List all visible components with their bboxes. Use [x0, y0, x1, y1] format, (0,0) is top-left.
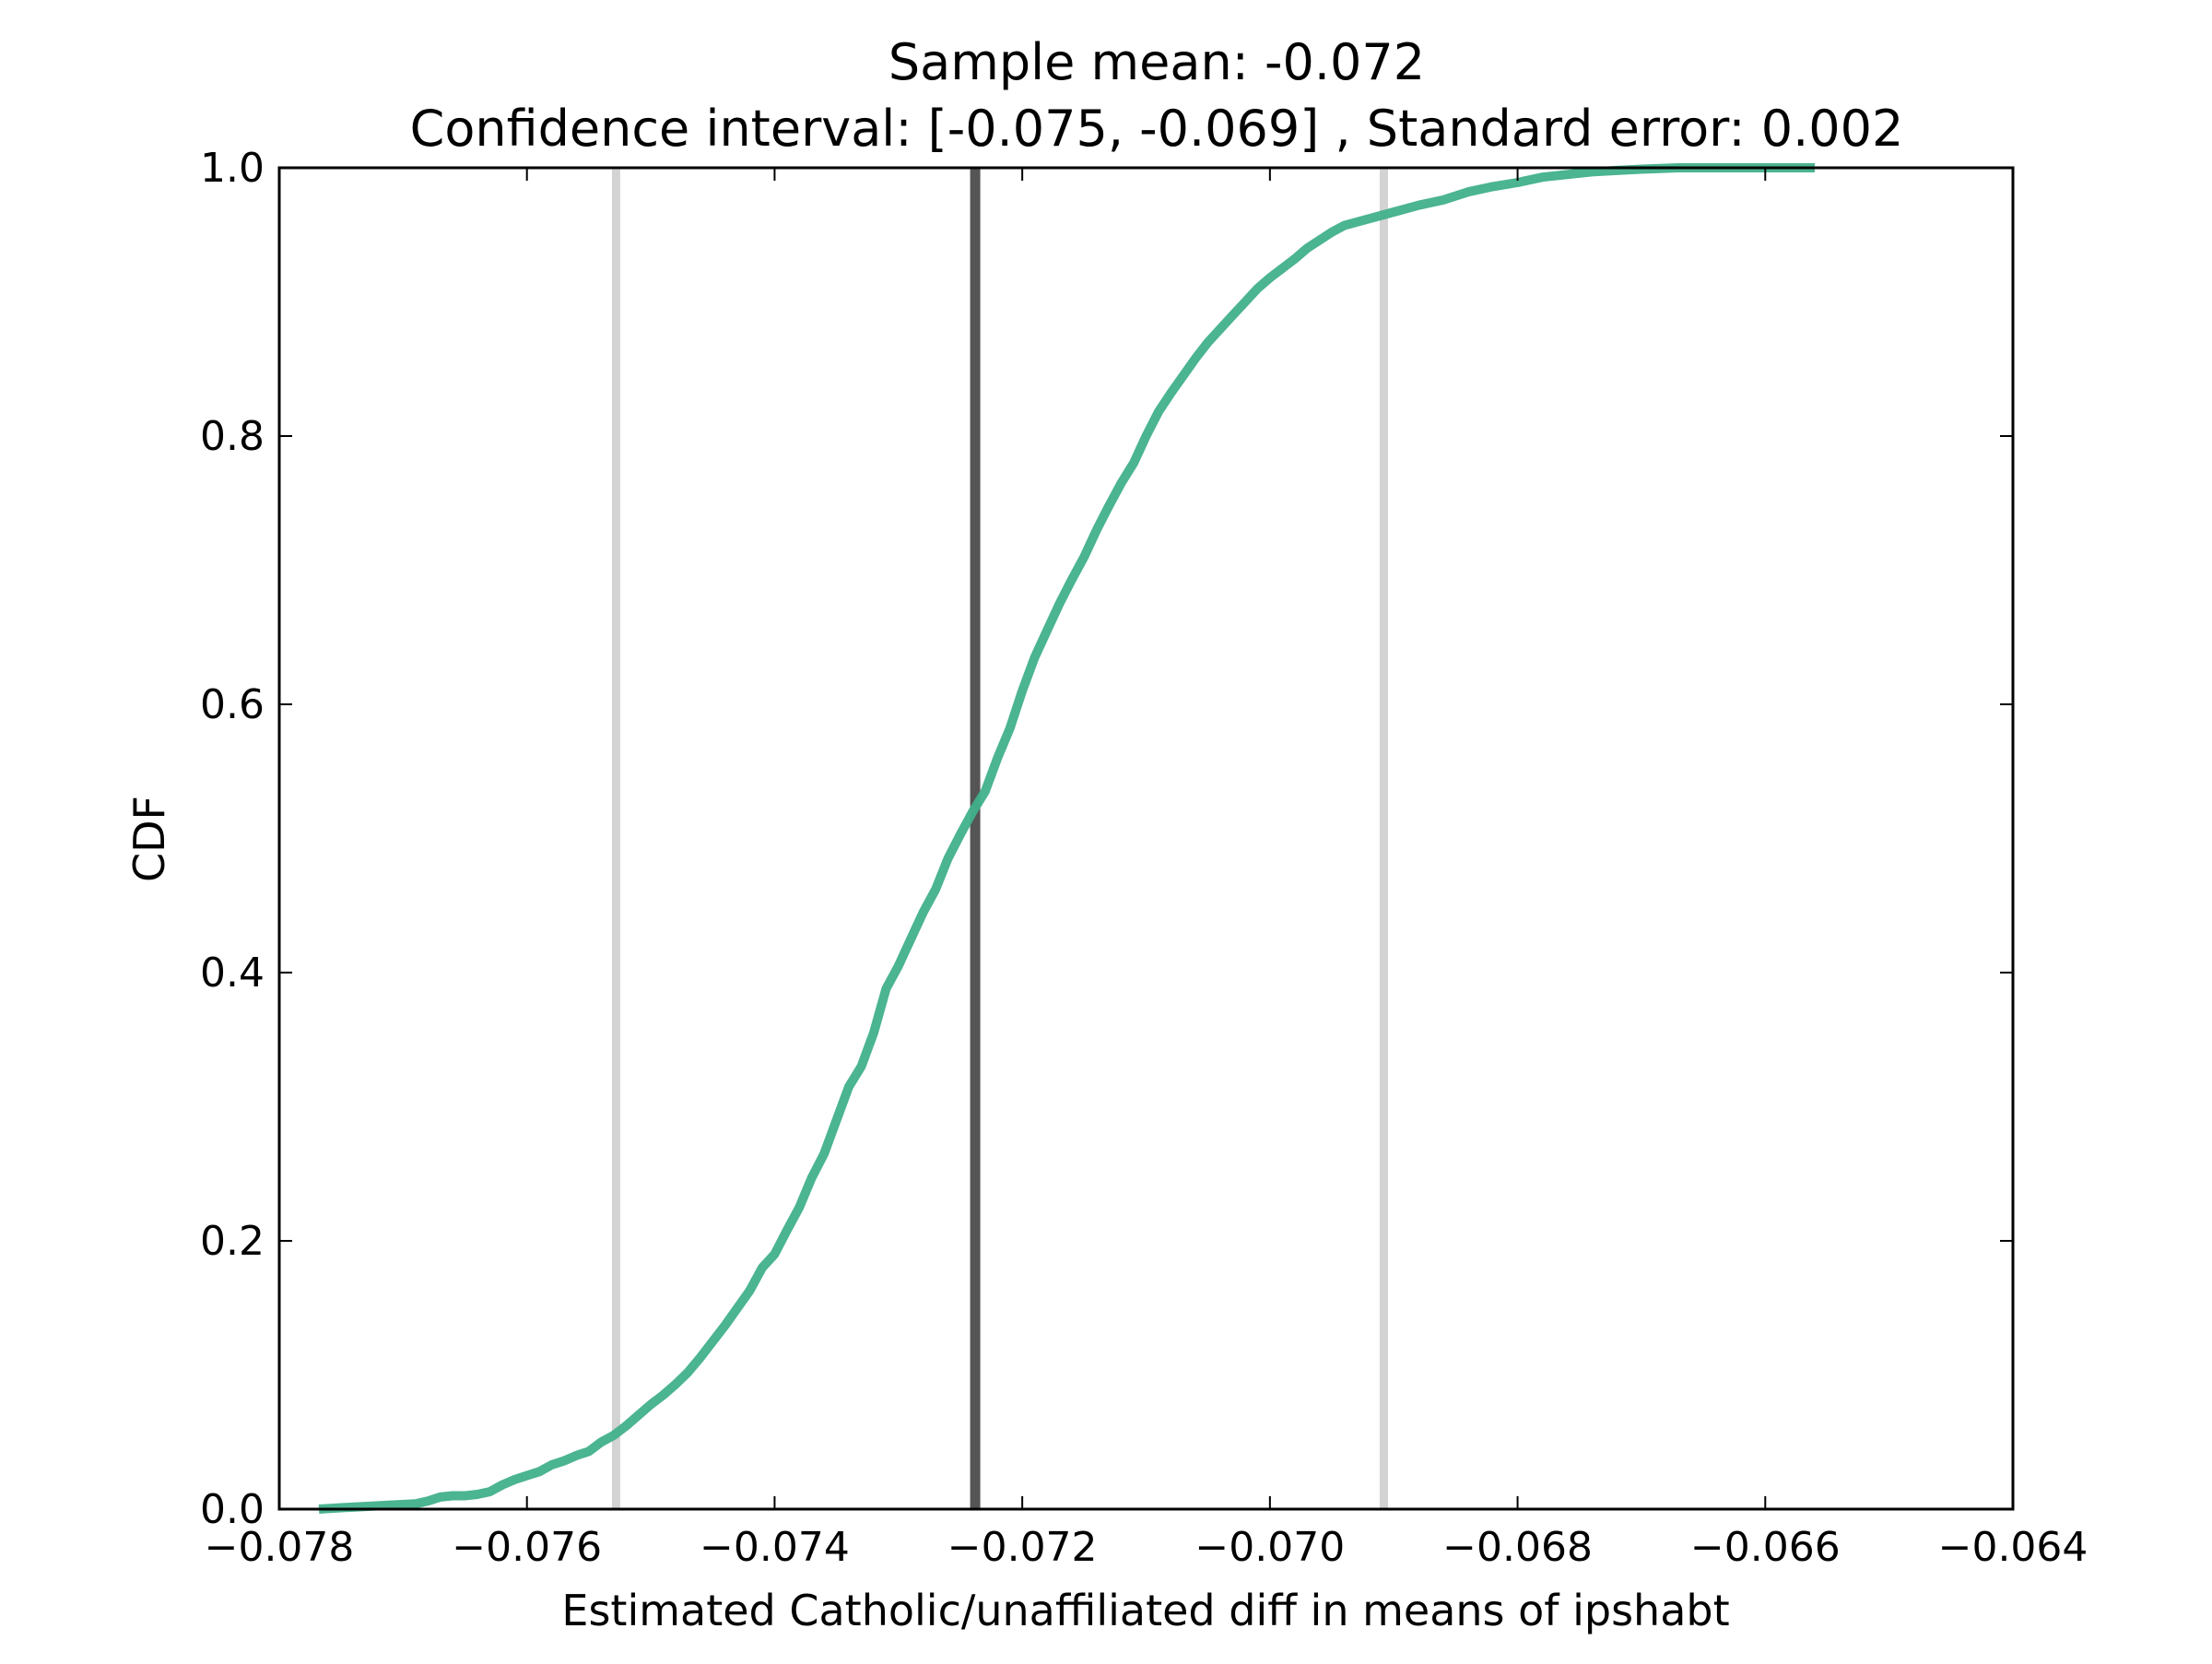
x-tick-label: −0.066: [1690, 1524, 1841, 1571]
y-tick-label: 0.8: [200, 413, 265, 460]
x-tick-label: −0.070: [1194, 1524, 1345, 1571]
y-axis-ticks: 0.0 0.2 0.4 0.6 0.8 1.0: [200, 145, 2013, 1533]
x-tick-label: −0.074: [700, 1524, 850, 1571]
plot-frame: [277, 166, 2015, 1511]
x-axis-label: Estimated Catholic/unaffiliated diff in …: [561, 1586, 1729, 1635]
x-tick-label: −0.068: [1442, 1524, 1593, 1571]
y-tick-label: 0.6: [200, 681, 265, 728]
reference-lines: [611, 168, 1388, 1509]
x-tick-label: −0.076: [452, 1524, 602, 1571]
x-tick-label: −0.064: [1938, 1524, 2088, 1571]
cdf-line-0: [318, 163, 1815, 1514]
chart-title-line1: Sample mean: -0.072: [888, 33, 1425, 91]
y-tick-label: 0.4: [200, 950, 265, 997]
y-axis-label: CDF: [124, 796, 174, 882]
x-axis-ticks: −0.078 −0.076 −0.074 −0.072 −0.070 −0.068 −0.0…: [205, 168, 2088, 1571]
y-tick-label: 0.0: [200, 1486, 265, 1533]
y-tick-label: 0.2: [200, 1218, 265, 1265]
cdf-series: [318, 163, 1815, 1514]
y-tick-label: 1.0: [200, 145, 265, 192]
x-tick-label: −0.072: [947, 1524, 1098, 1571]
chart-title-line2: Confidence interval: [-0.075, -0.069] , …: [410, 100, 1904, 158]
x-tick-label: −0.078: [205, 1524, 355, 1571]
